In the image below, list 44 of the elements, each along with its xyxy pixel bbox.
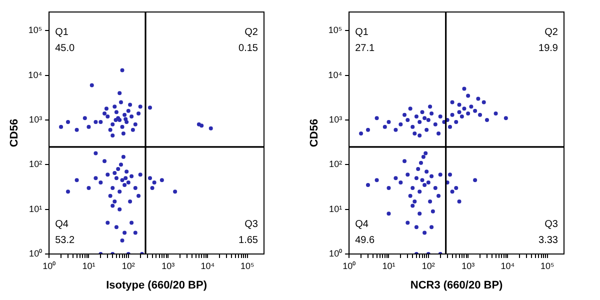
annotation: 3.33 (538, 234, 558, 246)
x-tick-label: 10⁵ (540, 260, 555, 271)
x-tick-label: 10¹ (82, 260, 96, 271)
y-axis-title: CD56 (308, 118, 321, 148)
annotation: Q4 (355, 218, 369, 230)
annotation: 27.1 (355, 42, 375, 54)
y-tick-label: 10¹ (29, 204, 42, 214)
y-tick-label: 10⁴ (28, 70, 42, 80)
annotation: Q1 (55, 26, 69, 38)
y-tick-label: 10³ (329, 114, 342, 124)
y-tick-label: 10⁰ (329, 248, 342, 258)
x-tick-label: 10¹ (382, 260, 396, 271)
annotation: 45.0 (55, 42, 75, 54)
annotation: 53.2 (55, 234, 75, 246)
x-axis-title: NCR3 (660/20 BP) (410, 279, 504, 292)
y-tick-label: 10⁴ (328, 70, 342, 80)
y-tick-label: 10¹ (329, 204, 342, 214)
y-tick-label: 10² (329, 159, 342, 170)
y-tick-label: 10³ (29, 114, 42, 124)
annotation: 49.6 (355, 234, 375, 246)
annotation: 1.65 (238, 234, 258, 246)
y-tick-label: 10⁰ (29, 248, 42, 258)
x-tick-label: 10³ (162, 260, 175, 271)
x-tick-label: 10³ (462, 260, 475, 271)
x-axis-title: Isotype (660/20 BP) (106, 279, 208, 292)
annotation: Q3 (244, 218, 258, 230)
y-tick-label: 10⁵ (28, 25, 42, 36)
x-tick-label: 10⁵ (240, 260, 255, 271)
y-tick-label: 10⁵ (328, 25, 342, 36)
y-axis-title: CD56 (8, 118, 21, 148)
x-tick-label: 10² (122, 260, 135, 271)
annotation: Q2 (244, 26, 258, 38)
annotation: Q3 (544, 218, 558, 230)
annotation: Q2 (544, 26, 558, 38)
annotation: Q4 (55, 218, 69, 230)
annotation: 19.9 (538, 42, 558, 54)
annotation: Q1 (355, 26, 369, 38)
x-tick-label: 10⁴ (500, 260, 515, 271)
y-tick-label: 10² (29, 159, 42, 170)
x-tick-label: 10⁰ (342, 260, 356, 271)
x-tick-label: 10⁰ (42, 260, 56, 271)
x-tick-label: 10² (422, 260, 435, 271)
x-tick-label: 10⁴ (200, 260, 215, 271)
annotation: 0.15 (238, 42, 258, 54)
